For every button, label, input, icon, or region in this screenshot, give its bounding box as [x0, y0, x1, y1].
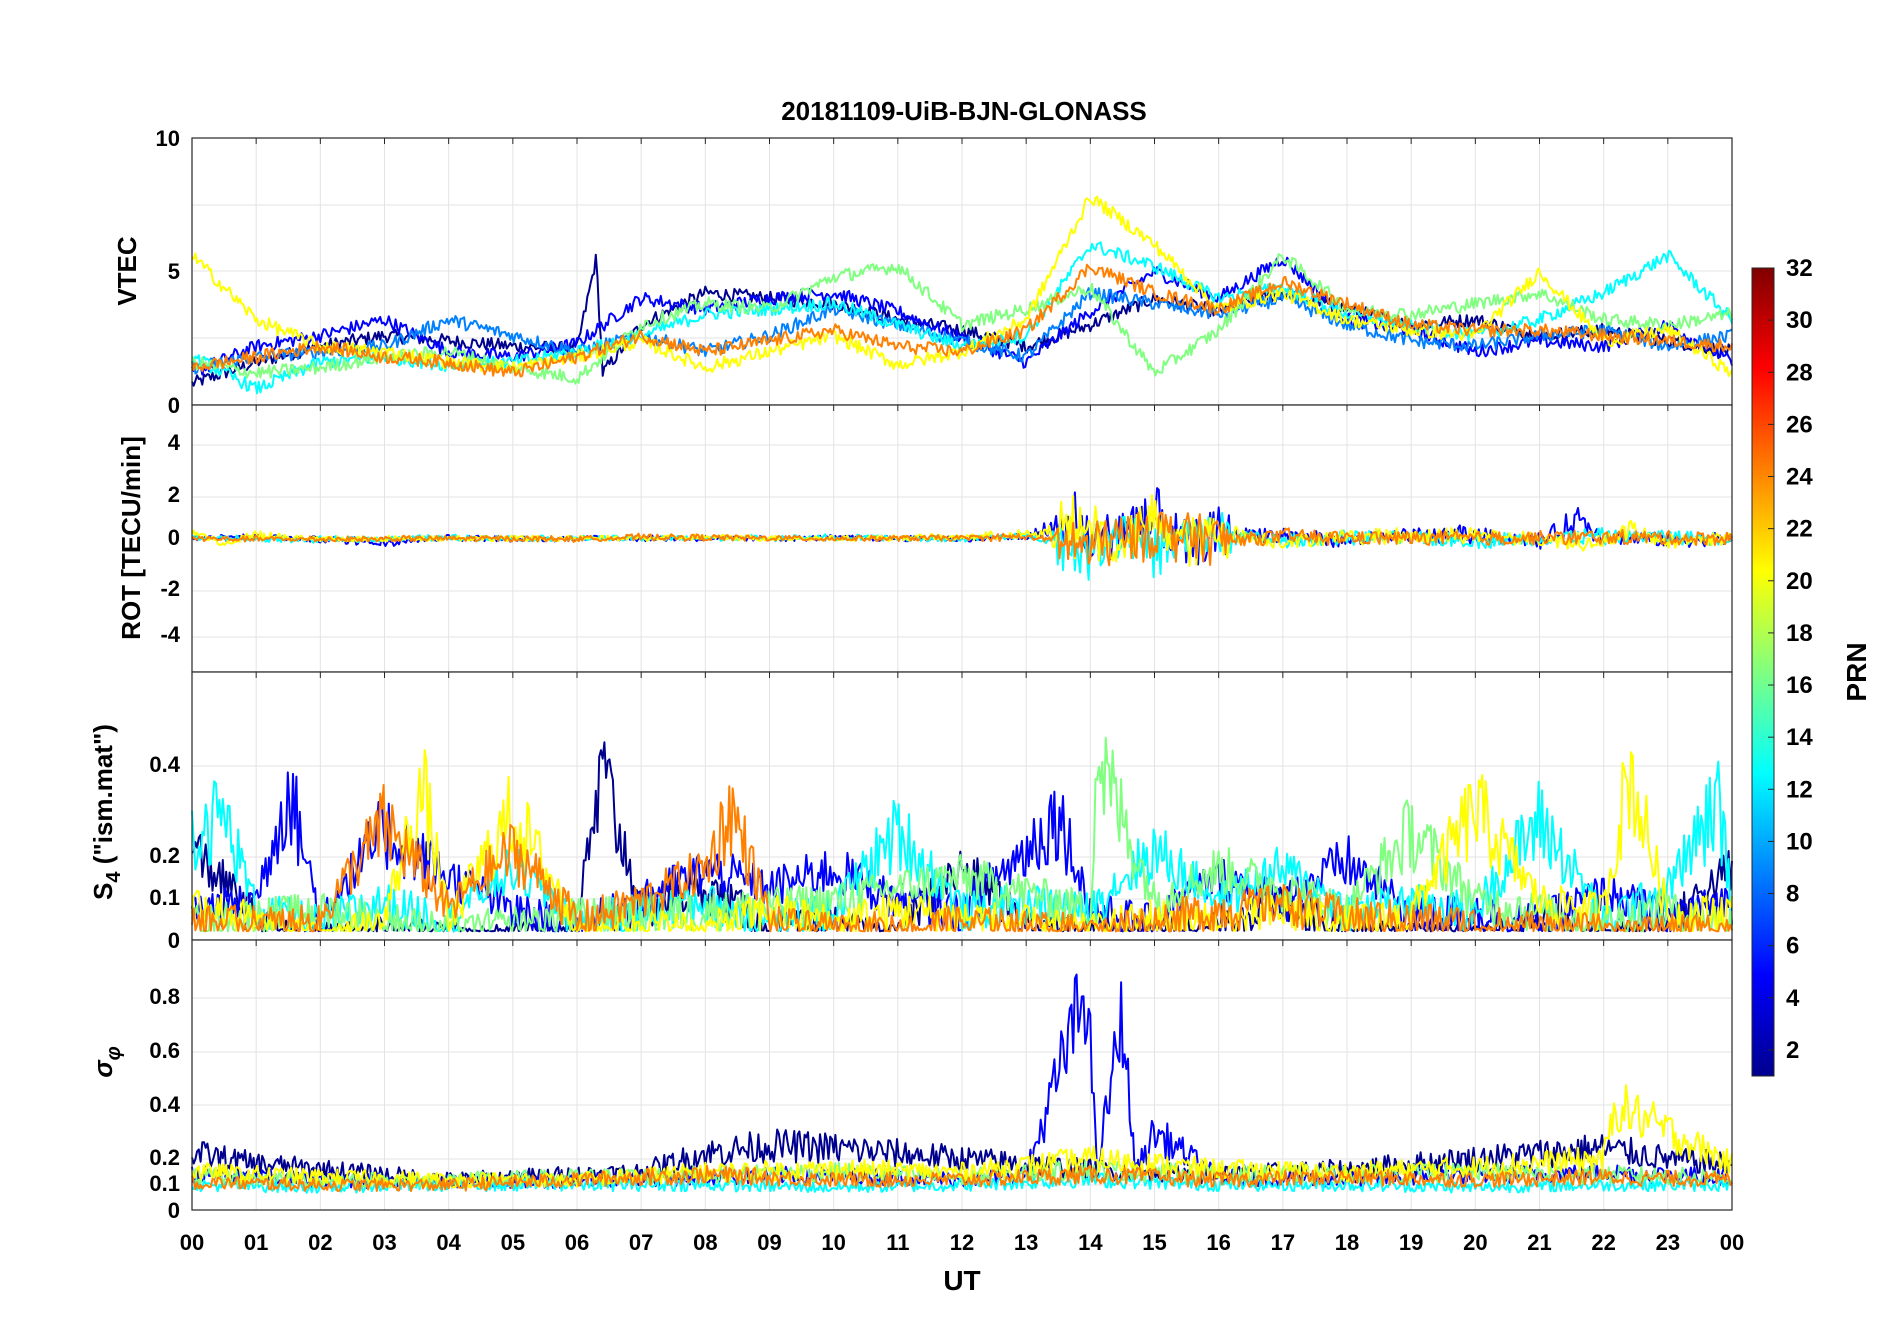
sigphi-series: [191, 973, 1733, 1194]
sigphi-ytick: 0.6: [149, 1038, 180, 1063]
s4-series: [191, 736, 1733, 933]
series-line: [191, 256, 1733, 376]
rot-ylabel: ROT [TECU/min]: [116, 436, 146, 640]
sigphi-ytick: 0: [168, 1198, 180, 1223]
x-tick-label: 00: [180, 1230, 204, 1255]
x-tick-label: 03: [372, 1230, 396, 1255]
x-tick-label: 06: [565, 1230, 589, 1255]
colorbar-gradient: [1751, 267, 1775, 1077]
rot-ytick: -2: [160, 576, 180, 601]
x-tick-label: 01: [244, 1230, 268, 1255]
x-tick-label: 09: [757, 1230, 781, 1255]
figure-title: 20181109-UiB-BJN-GLONASS: [781, 96, 1147, 126]
vtec-ytick: 0: [168, 393, 180, 418]
colorbar-tick-label: 22: [1786, 516, 1813, 543]
s4-ytick: 0.1: [149, 885, 180, 910]
x-tick-label: 02: [308, 1230, 332, 1255]
rot-ytick: 0: [168, 525, 180, 550]
sigphi-ytick: 0.2: [149, 1145, 180, 1170]
colorbar-tick-label: 2: [1786, 1037, 1799, 1064]
sigphi-panel: 0.8 0.6 0.4 0.2 0.1 0 σφ: [88, 939, 1733, 1223]
x-axis-ticks: 00 01 02 03 04 05 06 07 08 09 10 11 12 13 14 15 16 17 18 19…: [180, 138, 1744, 1255]
x-tick-label: 10: [821, 1230, 845, 1255]
series-line: [191, 749, 1733, 933]
sigphi-ytick: 0.4: [149, 1092, 180, 1117]
series-line: [191, 511, 1733, 567]
series-line: [191, 760, 1733, 933]
series-line: [191, 784, 1733, 933]
rot-panel: 4 2 0 -2 -4 ROT [TECU/min]: [116, 404, 1733, 673]
x-tick-label: 11: [886, 1230, 909, 1255]
x-tick-label: 15: [1142, 1230, 1166, 1255]
series-line: [191, 1084, 1733, 1189]
vtec-ytick: 10: [156, 126, 180, 151]
colorbar-tick-label: 32: [1786, 255, 1813, 282]
s4-panel: 0.4 0.2 0.1 0 S4 ("ism.mat"): [88, 671, 1733, 953]
series-line: [191, 253, 1733, 385]
vtec-panel: 10 5 0 VTEC: [112, 126, 1733, 418]
x-tick-label: 14: [1078, 1230, 1103, 1255]
sigphi-ytick: 0.8: [149, 984, 180, 1009]
rot-ytick: 2: [168, 482, 180, 507]
colorbar-tick-label: 28: [1786, 359, 1813, 386]
colorbar-tick-label: 18: [1786, 620, 1813, 647]
colorbar-tick-label: 6: [1786, 933, 1799, 960]
rot-ytick: 4: [168, 430, 181, 455]
colorbar-tick-label: 14: [1786, 724, 1813, 751]
rot-ytick: -4: [160, 622, 180, 647]
x-tick-label: 00: [1720, 1230, 1744, 1255]
x-tick-label: 19: [1399, 1230, 1423, 1255]
x-tick-label: 12: [950, 1230, 974, 1255]
sigphi-ylabel: σφ: [88, 1046, 125, 1077]
colorbar-tick-label: 20: [1786, 568, 1813, 595]
colorbar-tick-label: 30: [1786, 307, 1813, 334]
x-tick-label: 20: [1463, 1230, 1487, 1255]
colorbar-tick-label: 24: [1786, 464, 1813, 491]
x-axis-label: UT: [943, 1265, 980, 1296]
colorbar-tick-label: 4: [1786, 985, 1800, 1012]
vtec-ytick: 5: [168, 259, 180, 284]
s4-ytick: 0: [168, 928, 180, 953]
sigphi-ytick: 0.1: [149, 1171, 180, 1196]
x-tick-label: 17: [1271, 1230, 1295, 1255]
colorbar-label: PRN: [1841, 642, 1872, 701]
x-tick-label: 16: [1206, 1230, 1230, 1255]
colorbar-tick-label: 26: [1786, 411, 1813, 438]
x-tick-label: 04: [436, 1230, 461, 1255]
rot-series: [191, 487, 1733, 581]
colorbar-tick-label: 12: [1786, 776, 1813, 803]
vtec-series: [191, 195, 1733, 395]
vtec-ylabel: VTEC: [112, 236, 142, 306]
colorbar-tick-label: 16: [1786, 672, 1813, 699]
s4-ylabel: S4 ("ism.mat"): [88, 724, 125, 900]
x-tick-label: 07: [629, 1230, 653, 1255]
series-line: [191, 263, 1733, 378]
x-tick-label: 08: [693, 1230, 717, 1255]
x-tick-label: 05: [501, 1230, 525, 1255]
x-tick-label: 22: [1591, 1230, 1615, 1255]
x-tick-label: 21: [1527, 1230, 1551, 1255]
colorbar-tick-label: 8: [1786, 881, 1799, 908]
x-tick-label: 18: [1335, 1230, 1359, 1255]
x-tick-label: 13: [1014, 1230, 1038, 1255]
s4-ytick: 0.2: [149, 843, 180, 868]
colorbar-tick-label: 10: [1786, 828, 1813, 855]
series-line: [191, 287, 1733, 375]
series-line: [191, 1164, 1733, 1192]
x-tick-label: 23: [1656, 1230, 1680, 1255]
s4-ytick: 0.4: [149, 752, 180, 777]
